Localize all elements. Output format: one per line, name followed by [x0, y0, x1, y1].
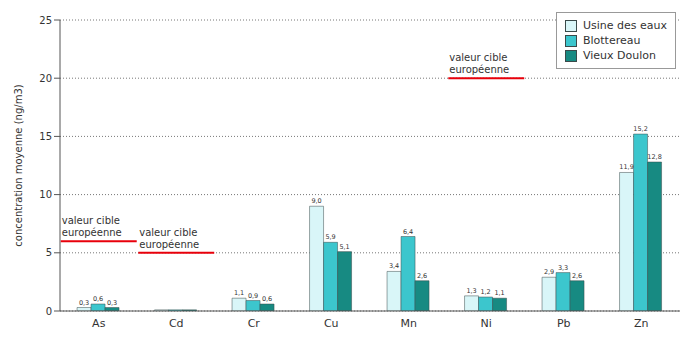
svg-text:0,6: 0,6 — [262, 295, 272, 303]
svg-text:valeur cible: valeur cible — [62, 215, 120, 226]
svg-text:3,3: 3,3 — [558, 264, 568, 272]
svg-text:0,9: 0,9 — [248, 292, 258, 300]
svg-text:10: 10 — [39, 189, 52, 200]
svg-text:9,0: 9,0 — [311, 197, 321, 205]
svg-text:Pb: Pb — [557, 317, 571, 330]
svg-text:5: 5 — [46, 247, 52, 258]
html-text:Vieux Doulon: Vieux Doulon — [583, 49, 656, 62]
svg-text:3,4: 3,4 — [389, 262, 399, 270]
svg-text:Zn: Zn — [634, 317, 649, 330]
svg-text:0,6: 0,6 — [93, 295, 103, 303]
svg-text:Mn: Mn — [401, 317, 417, 330]
svg-text:2,6: 2,6 — [572, 272, 582, 280]
svg-text:concentration moyenne (ng/m3): concentration moyenne (ng/m3) — [13, 84, 24, 246]
svg-text:As: As — [92, 317, 106, 330]
svg-text:Cr: Cr — [248, 317, 261, 330]
svg-text:Ni: Ni — [481, 317, 492, 330]
svg-text:européenne: européenne — [62, 227, 122, 238]
svg-text:1,1: 1,1 — [234, 289, 244, 297]
svg-text:25: 25 — [39, 15, 52, 26]
html-text:Blottereau: Blottereau — [583, 34, 641, 47]
svg-text:1,2: 1,2 — [480, 288, 490, 296]
svg-text:2,6: 2,6 — [417, 272, 427, 280]
svg-text:5,9: 5,9 — [325, 233, 335, 241]
svg-text:15,2: 15,2 — [633, 125, 647, 133]
svg-text:15: 15 — [39, 131, 52, 142]
html-text:Usine des eaux: Usine des eaux — [583, 19, 667, 32]
svg-text:valeur cible: valeur cible — [139, 227, 197, 238]
svg-text:Cd: Cd — [169, 317, 184, 330]
svg-text:0,3: 0,3 — [79, 299, 89, 307]
svg-text:1,1: 1,1 — [494, 289, 504, 297]
svg-text:5,1: 5,1 — [339, 243, 349, 251]
svg-text:0,3: 0,3 — [107, 299, 117, 307]
svg-text:européenne: européenne — [449, 64, 509, 75]
svg-text:20: 20 — [39, 73, 52, 84]
svg-text:1,3: 1,3 — [466, 287, 476, 295]
svg-text:Cu: Cu — [324, 317, 339, 330]
svg-text:11,9: 11,9 — [619, 163, 633, 171]
svg-text:valeur cible: valeur cible — [449, 52, 507, 63]
svg-text:européenne: européenne — [139, 239, 199, 250]
svg-text:2,9: 2,9 — [544, 268, 554, 276]
svg-text:0: 0 — [46, 306, 52, 317]
svg-text:12,8: 12,8 — [647, 153, 661, 161]
svg-text:6,4: 6,4 — [403, 228, 413, 236]
